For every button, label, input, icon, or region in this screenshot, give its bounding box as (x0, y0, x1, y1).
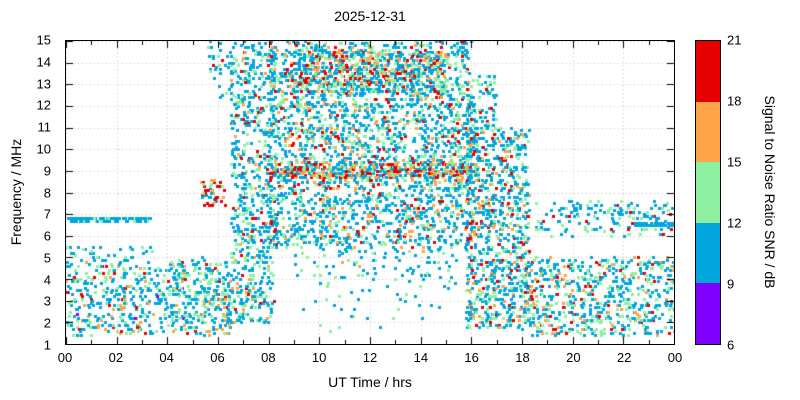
y-tick-label: 14 (36, 54, 51, 70)
y-tick-label: 15 (36, 32, 51, 48)
colorbar-segment-green (696, 162, 720, 223)
colorbar-tick-labels: 6 9 12 15 18 21 (727, 33, 761, 353)
y-tick-label: 11 (37, 119, 52, 135)
plot-area (65, 40, 675, 345)
colorbar-segment-orange (696, 101, 720, 163)
y-tick-label: 9 (43, 163, 51, 179)
colorbar-tick-label: 12 (727, 215, 742, 231)
x-tick-label: 00 (667, 350, 683, 365)
x-tick-label: 08 (261, 350, 276, 365)
colorbar-label: Signal to Noise Ratio SNR / dB (762, 95, 778, 289)
colorbar-tick-label: 21 (727, 32, 742, 48)
colorbar-tick-label: 15 (727, 154, 742, 170)
x-tick-label: 14 (413, 350, 429, 365)
x-tick-label: 18 (515, 350, 530, 365)
colorbar-tick-label: 9 (727, 276, 735, 292)
y-tick-label: 1 (43, 337, 51, 353)
y-tick-label: 7 (43, 206, 51, 222)
x-axis-tick-labels: 00 02 04 06 08 10 12 14 16 18 20 22 00 (58, 350, 682, 366)
y-tick-label: 12 (36, 97, 51, 113)
x-tick-label: 12 (362, 350, 378, 365)
colorbar-segment-purple (696, 283, 720, 344)
y-tick-label: 2 (43, 315, 51, 331)
x-tick-label: 22 (616, 350, 632, 365)
x-tick-label: 04 (159, 350, 174, 365)
y-tick-label: 10 (36, 141, 51, 157)
x-tick-label: 20 (566, 350, 581, 365)
chart-title: 2025-12-31 (334, 8, 406, 24)
x-tick-label: 06 (210, 350, 225, 365)
y-tick-label: 8 (43, 185, 51, 200)
colorbar (695, 40, 721, 345)
y-axis-tick-labels: 1 2 3 4 5 6 7 8 9 10 11 12 13 14 15 (0, 33, 57, 353)
colorbar-tick-label: 6 (727, 337, 735, 353)
y-tick-label: 4 (43, 272, 51, 288)
x-axis-label: UT Time / hrs (328, 374, 412, 390)
colorbar-segment-blue (696, 222, 720, 284)
y-tick-label: 5 (43, 250, 51, 266)
y-tick-label: 6 (43, 228, 51, 244)
colorbar-segment-red (696, 41, 720, 102)
x-tick-label: 02 (108, 350, 124, 365)
x-tick-label: 00 (57, 350, 73, 365)
x-tick-label: 10 (311, 350, 327, 365)
y-tick-label: 13 (36, 76, 51, 92)
colorbar-tick-label: 18 (727, 93, 742, 109)
y-tick-label: 3 (43, 293, 51, 309)
x-tick-label: 16 (464, 350, 479, 365)
y-axis-label: Frequency / MHz (8, 138, 24, 246)
scatter-canvas (66, 41, 674, 344)
